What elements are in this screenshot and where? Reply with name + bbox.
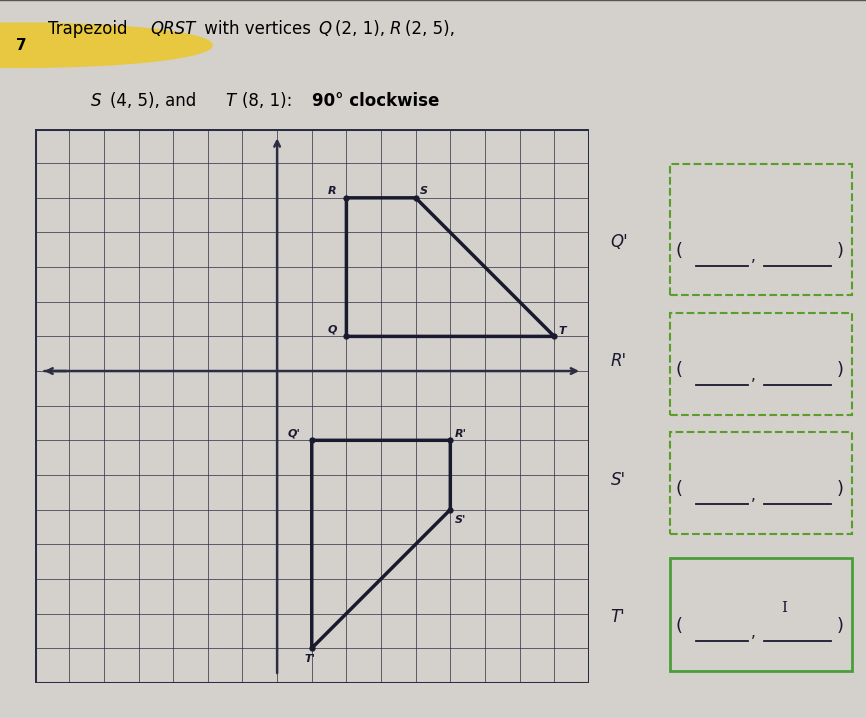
- Text: Q': Q': [288, 429, 301, 439]
- Text: ,: ,: [751, 249, 756, 264]
- Text: S: S: [420, 186, 428, 196]
- Text: S: S: [91, 93, 101, 111]
- Text: ): ): [837, 361, 843, 379]
- Text: R': R': [455, 429, 467, 439]
- Text: ): ): [837, 242, 843, 260]
- Text: T': T': [305, 654, 316, 664]
- Text: (4, 5), and: (4, 5), and: [110, 93, 202, 111]
- Text: (2, 5),: (2, 5),: [405, 20, 456, 38]
- Bar: [670, 313, 852, 414]
- Text: T: T: [225, 93, 236, 111]
- Text: Q: Q: [318, 20, 331, 38]
- Text: (: (: [675, 480, 682, 498]
- Text: (: (: [675, 361, 682, 379]
- Text: ,: ,: [751, 488, 756, 503]
- Text: 7: 7: [16, 38, 27, 52]
- Text: S': S': [455, 516, 466, 526]
- Text: QRST: QRST: [150, 20, 195, 38]
- Text: S': S': [611, 471, 625, 489]
- Text: R: R: [390, 20, 401, 38]
- Circle shape: [0, 23, 212, 67]
- Bar: [670, 558, 852, 671]
- Text: with vertices: with vertices: [199, 20, 316, 38]
- Text: T: T: [559, 326, 566, 335]
- Text: Q': Q': [611, 233, 628, 251]
- Text: Q: Q: [327, 325, 337, 335]
- Text: ): ): [837, 480, 843, 498]
- Text: ,: ,: [751, 368, 756, 383]
- Text: I: I: [782, 601, 787, 615]
- Text: Trapezoid: Trapezoid: [48, 20, 132, 38]
- Text: ,: ,: [751, 625, 756, 640]
- Text: R': R': [611, 352, 627, 370]
- Text: (8, 1):: (8, 1):: [242, 93, 303, 111]
- Text: 90° clockwise: 90° clockwise: [312, 93, 439, 111]
- Text: (: (: [675, 242, 682, 260]
- Bar: [670, 432, 852, 533]
- Bar: [670, 164, 852, 295]
- Text: ): ): [837, 617, 843, 635]
- Text: T': T': [611, 608, 625, 626]
- Text: (2, 1),: (2, 1),: [335, 20, 391, 38]
- Text: (: (: [675, 617, 682, 635]
- Text: R: R: [327, 187, 336, 196]
